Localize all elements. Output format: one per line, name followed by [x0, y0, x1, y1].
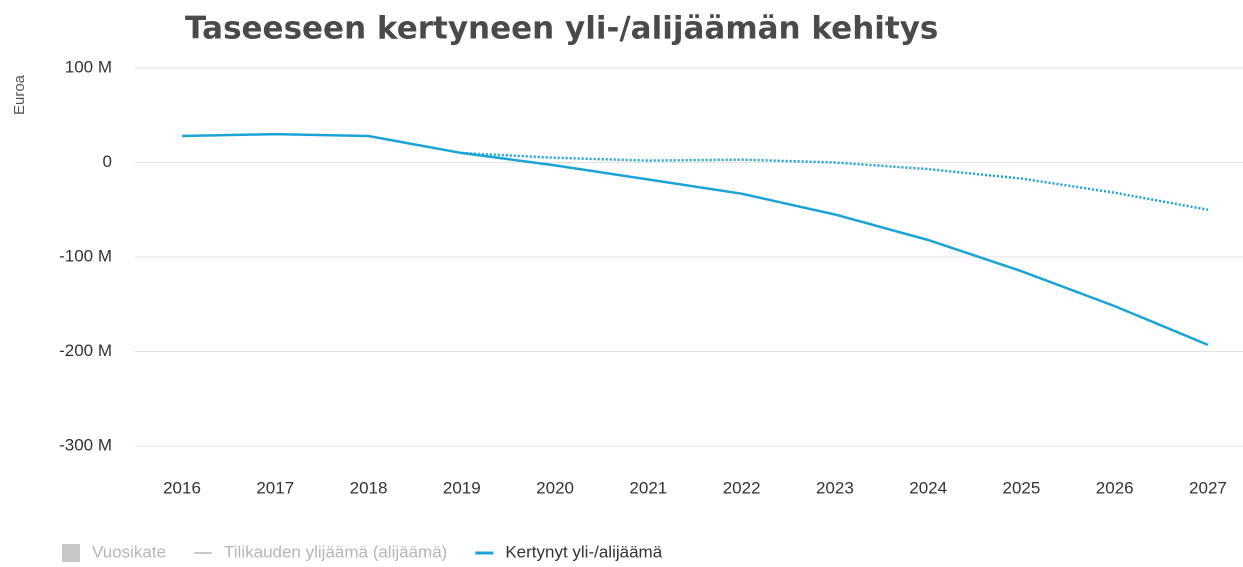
- x-tick-label: 2023: [816, 478, 854, 497]
- x-tick-label: 2019: [443, 478, 481, 497]
- y-tick-label: -100 M: [59, 246, 112, 265]
- chart-title: Taseeseen kertyneen yli-/alijäämän kehit…: [185, 11, 938, 47]
- y-tick-label: -200 M: [59, 341, 112, 360]
- x-tick-label: 2024: [909, 478, 947, 497]
- legend-label: Kertynyt yli-/alijäämä: [505, 542, 662, 561]
- x-tick-label: 2020: [536, 478, 574, 497]
- x-tick-label: 2025: [1003, 478, 1041, 497]
- x-tick-label: 2018: [350, 478, 388, 497]
- x-tick-label: 2021: [629, 478, 667, 497]
- y-tick-label: 0: [103, 152, 112, 171]
- line-series: [461, 151, 1209, 211]
- legend-symbol: [62, 544, 80, 562]
- y-axis-label: Euroa: [11, 74, 28, 115]
- y-tick-label: -300 M: [59, 435, 112, 454]
- line-series: [181, 132, 1209, 347]
- y-tick-label: 100 M: [65, 57, 112, 76]
- x-tick-label: 2027: [1189, 478, 1227, 497]
- x-tick-label: 2016: [163, 478, 201, 497]
- legend-label: Vuosikate: [92, 542, 166, 561]
- legend-label: Tilikauden ylijäämä (alijäämä): [224, 542, 447, 561]
- x-tick-label: 2026: [1096, 478, 1134, 497]
- x-tick-label: 2022: [723, 478, 761, 497]
- x-tick-label: 2017: [256, 478, 294, 497]
